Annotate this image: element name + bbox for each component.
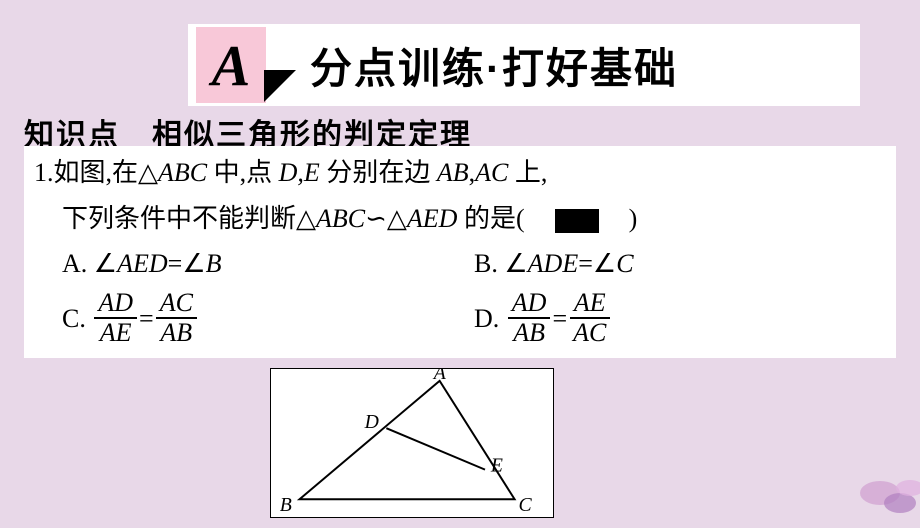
svg-text:D: D <box>364 411 379 433</box>
fraction: AE AC <box>569 289 610 348</box>
option-c: C. AD AE = AC AB <box>34 289 474 348</box>
svg-text:B: B <box>280 494 292 516</box>
svg-text:C: C <box>519 494 533 516</box>
options-row-2: C. AD AE = AC AB D. AD AB = AE AC <box>34 289 886 348</box>
answer-blank <box>555 209 599 233</box>
option-d: D. AD AB = AE AC <box>474 289 886 348</box>
triangle-pointer-icon <box>264 70 296 102</box>
question-content: 1.如图,在△ABC 中,点 D,E 分别在边 AB,AC 上, 下列条件中不能… <box>24 146 896 358</box>
corner-decoration-icon <box>810 448 920 528</box>
fraction: AD AE <box>94 289 137 348</box>
section-header: A 分点训练·打好基础 <box>188 24 860 106</box>
question-number: 1. <box>34 158 54 187</box>
question-line-2: 下列条件中不能判断△ABC∽△AED 的是( ) <box>34 198 886 240</box>
section-title: 分点训练·打好基础 <box>310 35 678 96</box>
section-letter-badge: A <box>196 27 266 103</box>
svg-text:E: E <box>490 455 503 477</box>
triangle-diagram: A B C D E <box>270 368 554 518</box>
option-b: B. ∠ADE=∠C <box>474 243 886 285</box>
diagram-svg: A B C D E <box>271 369 553 517</box>
fraction: AC AB <box>156 289 197 348</box>
fraction: AD AB <box>508 289 551 348</box>
question-line-1: 1.如图,在△ABC 中,点 D,E 分别在边 AB,AC 上, <box>34 152 886 194</box>
options-row-1: A. ∠AED=∠B B. ∠ADE=∠C <box>34 243 886 285</box>
svg-text:A: A <box>432 369 447 384</box>
option-a: A. ∠AED=∠B <box>34 243 474 285</box>
